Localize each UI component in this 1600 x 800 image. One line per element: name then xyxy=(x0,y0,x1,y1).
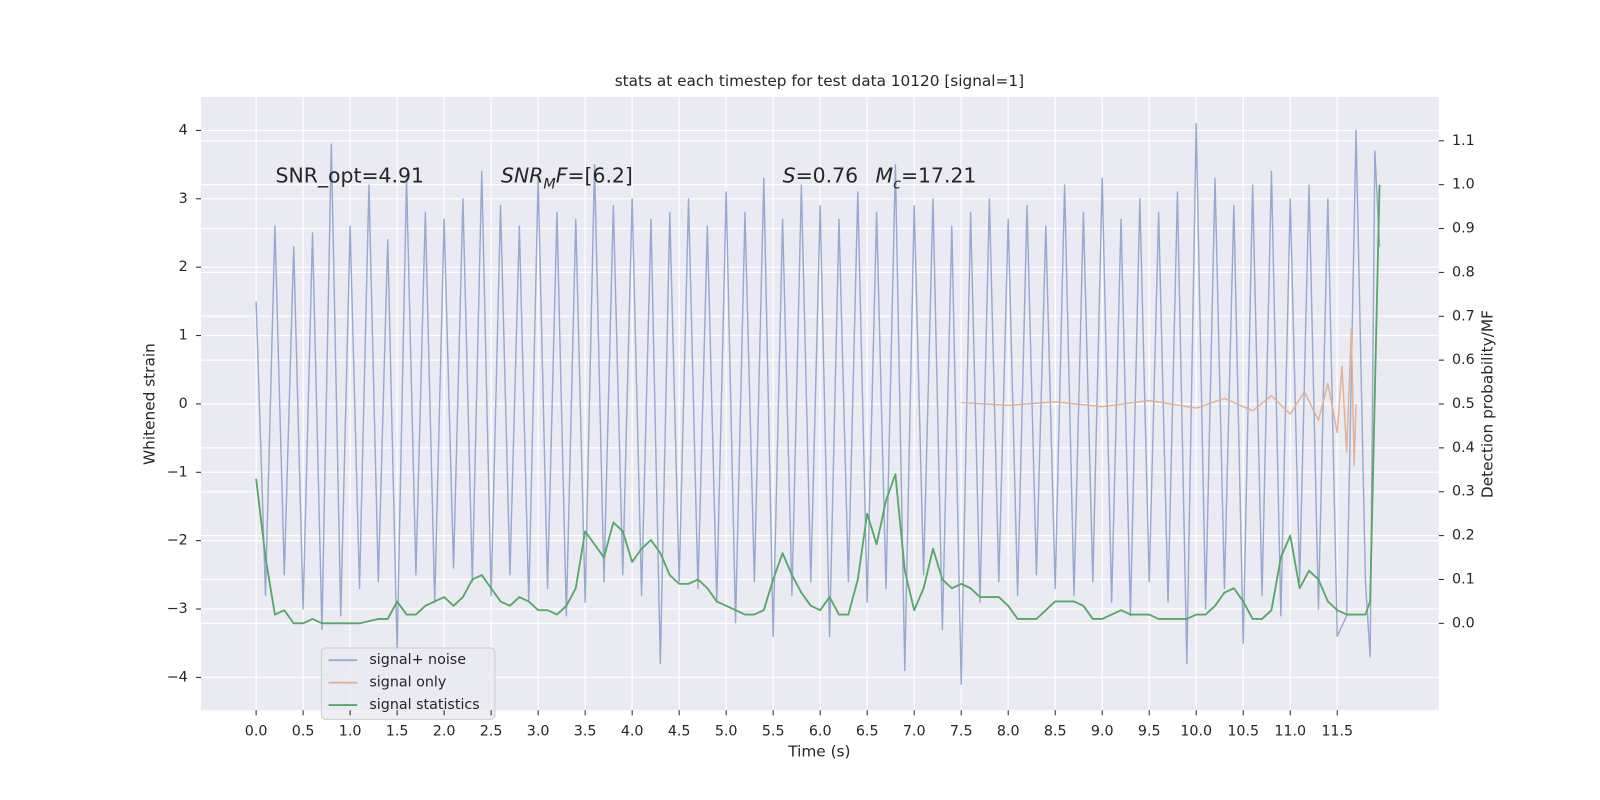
legend: signal+ noise signal only signal statistic… xyxy=(320,647,496,720)
x-tick-label: 10.5 xyxy=(1227,724,1259,740)
y-tick-label: −2 xyxy=(167,533,188,549)
x-tick-label: 7.5 xyxy=(950,724,973,740)
y-tick-label: 4 xyxy=(179,122,188,138)
x-tick-label: 3.0 xyxy=(527,724,550,740)
annotation-part: =0.76 xyxy=(796,164,859,188)
y2-tick-label: 0.4 xyxy=(1452,440,1475,456)
x-tick-label: 9.0 xyxy=(1091,724,1114,740)
y2-tick-label: 0.9 xyxy=(1452,221,1475,237)
y-tick-label: −4 xyxy=(167,669,188,685)
marks xyxy=(255,122,1381,685)
y2-tick-label: 0.7 xyxy=(1452,308,1475,324)
y2-tick-label: 0.5 xyxy=(1452,396,1475,412)
x-tick-label: 11.0 xyxy=(1274,724,1306,740)
series-line xyxy=(255,184,1381,625)
annotation-part: M xyxy=(543,177,555,193)
series-line xyxy=(255,122,1381,685)
x-axis-label: Time (s) xyxy=(787,743,850,761)
x-tick-label: 2.0 xyxy=(433,724,456,740)
series-line xyxy=(961,327,1357,467)
annotation-part: F xyxy=(556,164,568,188)
y-tick-label: −1 xyxy=(167,464,188,480)
x-tick-label: 7.0 xyxy=(903,724,926,740)
annotation-part: =[6.2] xyxy=(567,164,632,188)
x-tick-label: 0.5 xyxy=(292,724,315,740)
x-tick-label: 5.5 xyxy=(762,724,785,740)
x-tick-label: 1.0 xyxy=(339,724,362,740)
y2-tick-label: 1.0 xyxy=(1452,177,1475,193)
legend-label: signal only xyxy=(369,675,446,691)
x-tick-label: 9.5 xyxy=(1138,724,1161,740)
x-tick-label: 6.0 xyxy=(809,724,832,740)
y2-tick-label: 0.3 xyxy=(1452,484,1475,500)
y2-tick-label: 1.1 xyxy=(1452,133,1475,149)
annotation: Mc=17.21 xyxy=(876,164,977,193)
x-tick-label: 0.0 xyxy=(245,724,268,740)
y2-tick-label: 0.1 xyxy=(1452,571,1475,587)
y-tick-label: 1 xyxy=(179,328,188,344)
annotation: SNRMF=[6.2] xyxy=(501,164,633,193)
annotation-part: S xyxy=(783,164,796,188)
x-tick-label: 2.5 xyxy=(480,724,503,740)
legend-label: signal statistics xyxy=(369,697,479,713)
x-tick-label: 8.5 xyxy=(1044,724,1067,740)
y2-axis-label: Detection probability/MF xyxy=(1478,310,1496,498)
y-tick-label: 2 xyxy=(179,259,188,275)
annotation-part: c xyxy=(893,177,901,193)
chart-title: stats at each timestep for test data 101… xyxy=(615,72,1024,90)
annotation-part: M xyxy=(876,164,894,188)
y2-tick-label: 0.6 xyxy=(1452,352,1475,368)
x-tick-label: 4.0 xyxy=(621,724,644,740)
y2-tick-label: 0.0 xyxy=(1452,615,1475,631)
y-axis-label: Whitened strain xyxy=(141,343,159,465)
x-tick-label: 11.5 xyxy=(1321,724,1353,740)
y2-tick-label: 0.2 xyxy=(1452,528,1475,544)
legend-label: signal+ noise xyxy=(369,652,466,668)
y-tick-label: 0 xyxy=(179,396,188,412)
annotation-part: =17.21 xyxy=(901,164,976,188)
annotations: SNR_opt=4.91 SNRMF=[6.2] S=0.76 Mc=17.21 xyxy=(276,164,977,193)
x-tick-label: 1.5 xyxy=(386,724,409,740)
annotation-part: SNR xyxy=(501,164,543,188)
legend-box xyxy=(320,647,496,720)
x-tick-label: 10.0 xyxy=(1180,724,1212,740)
annotation: SNR_opt=4.91 xyxy=(276,164,424,189)
y2-tick-label: 0.8 xyxy=(1452,264,1475,280)
annotation: S=0.76 xyxy=(783,164,858,188)
y-tick-label: 3 xyxy=(179,191,188,207)
x-tick-label: 3.5 xyxy=(574,724,597,740)
x-tick-label: 4.5 xyxy=(668,724,691,740)
annotation-part: SNR_opt=4.91 xyxy=(276,164,424,189)
x-tick-label: 5.0 xyxy=(715,724,738,740)
x-tick-label: 8.0 xyxy=(997,724,1020,740)
x-tick-label: 6.5 xyxy=(856,724,879,740)
y-tick-label: −3 xyxy=(167,601,188,617)
